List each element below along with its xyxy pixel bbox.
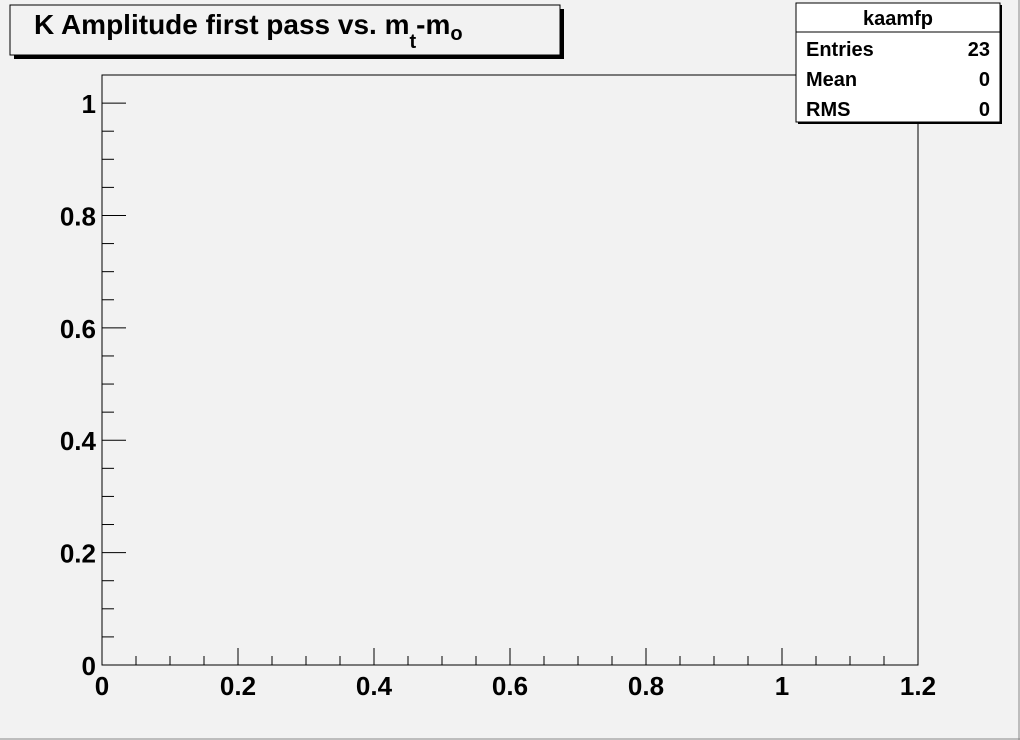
title-part: K Amplitude first pass vs. m (34, 9, 410, 40)
stats-name: kaamfp (863, 8, 933, 30)
title-box (9, 4, 561, 56)
title-sub: o (450, 23, 462, 45)
y-tick-label: 0.6 (60, 314, 96, 344)
y-tick-label: 0.4 (60, 426, 97, 456)
y-tick-label: 0.8 (60, 201, 96, 231)
stats-box (795, 2, 1001, 123)
x-tick-label: 0.6 (492, 671, 528, 701)
y-tick-label: 0.2 (60, 539, 96, 569)
y-tick-label: 0 (82, 651, 96, 681)
x-tick-label: 0.4 (356, 671, 393, 701)
x-tick-label: 0.8 (628, 671, 664, 701)
x-tick-label: 0.2 (220, 671, 256, 701)
stats-label: Entries (806, 39, 874, 61)
stats-value: 0 (979, 69, 990, 91)
x-tick-label: 1.2 (900, 671, 936, 701)
x-tick-label: 1 (775, 671, 789, 701)
stats-value: 0 (979, 99, 990, 121)
title-sub: t (410, 31, 417, 53)
stats-value: 23 (968, 39, 990, 61)
y-tick-label: 1 (82, 89, 96, 119)
title-part: -m (416, 9, 450, 40)
x-tick-label: 0 (95, 671, 109, 701)
chart-title: K Amplitude first pass vs. mt-mo (34, 9, 463, 53)
stats-label: RMS (806, 99, 850, 121)
stats-label: Mean (806, 69, 857, 91)
